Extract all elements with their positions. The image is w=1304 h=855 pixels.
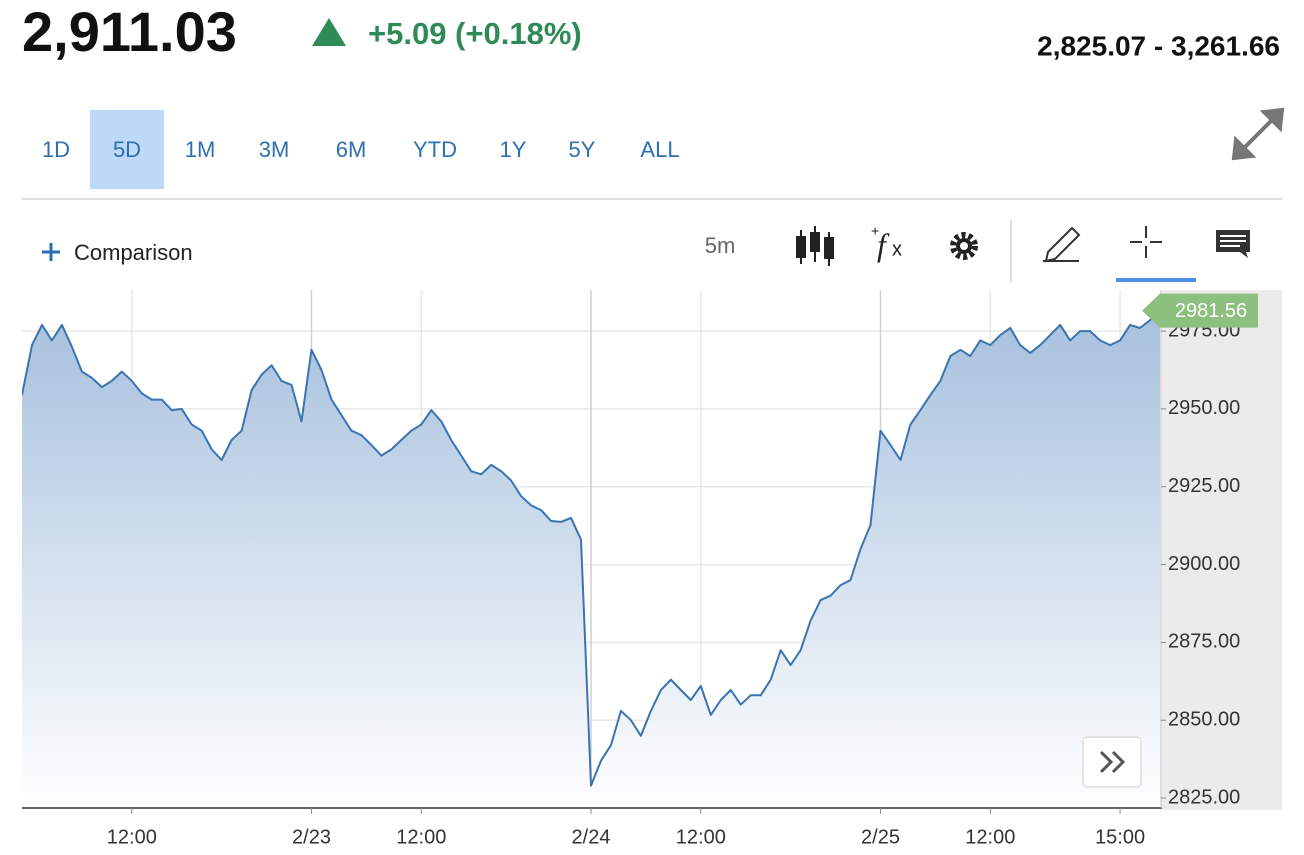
y-axis-panel xyxy=(1162,290,1282,810)
scroll-button[interactable] xyxy=(1082,736,1142,788)
plot xyxy=(22,309,1160,808)
tab[interactable]: 6M xyxy=(336,137,367,162)
active-tool-indicator xyxy=(1116,278,1196,282)
tab-label: ALL xyxy=(640,137,679,162)
last-price-label: 2981.56 xyxy=(1175,300,1247,322)
candlestick-icon[interactable] xyxy=(796,226,834,266)
y-tick-label: 2900.00 xyxy=(1168,553,1240,575)
tab-label: 1D xyxy=(42,137,70,162)
tab-selected-bg xyxy=(90,110,164,189)
y-tick-label: 2825.00 xyxy=(1168,786,1240,808)
tab-label: 6M xyxy=(336,137,367,162)
indicator-icon[interactable]: + f x xyxy=(871,223,902,263)
y-tick-label: 2850.00 xyxy=(1168,708,1240,730)
x-tick-label: 12:00 xyxy=(396,826,446,848)
tab[interactable]: 1Y xyxy=(500,137,527,162)
tab[interactable]: 1D xyxy=(42,137,70,162)
expand-icon[interactable] xyxy=(1231,107,1285,161)
x-tick-label: 12:00 xyxy=(676,826,726,848)
svg-text:x: x xyxy=(892,238,902,260)
settings-icon[interactable] xyxy=(950,232,978,260)
price: 2,911.03 xyxy=(22,0,237,63)
tab-label: 3M xyxy=(259,137,290,162)
tab[interactable]: 3M xyxy=(259,137,290,162)
x-tick-label: 15:00 xyxy=(1095,826,1145,848)
up-arrow xyxy=(312,18,346,46)
tab[interactable]: YTD xyxy=(413,137,457,162)
tab-label: 1M xyxy=(185,137,216,162)
tab-label: 1Y xyxy=(500,137,527,162)
x-tick-label: 2/24 xyxy=(572,826,611,848)
tab[interactable]: 5Y xyxy=(569,137,596,162)
comparison-button[interactable]: Comparison xyxy=(42,240,193,265)
tab-label: 5Y xyxy=(569,137,596,162)
draw-icon[interactable] xyxy=(1043,226,1081,263)
crosshair-icon[interactable] xyxy=(1130,226,1162,258)
axis-labels: 2825.00 2850.00 2875.00 2900.00 2925.00 2950.… xyxy=(107,293,1258,848)
day-range: 2,825.07 - 3,261.66 xyxy=(1037,30,1280,61)
x-tick-label: 2/23 xyxy=(292,826,331,848)
tabs: 1D 5D 1M 3M 6M YTD 1Y 5Y ALL xyxy=(42,110,680,189)
x-tick-label: 2/25 xyxy=(861,826,900,848)
x-tick-label: 12:00 xyxy=(965,826,1015,848)
y-tick-label: 2950.00 xyxy=(1168,397,1240,419)
comparison-label: Comparison xyxy=(74,240,193,265)
y-tick-label: 2875.00 xyxy=(1168,631,1240,653)
tab[interactable]: 5D xyxy=(90,110,164,189)
tab-label: 5D xyxy=(113,137,141,162)
price-line xyxy=(22,309,1160,787)
svg-text:f: f xyxy=(877,226,890,262)
x-tick-label: 12:00 xyxy=(107,826,157,848)
tab[interactable]: 1M xyxy=(185,137,216,162)
tab-label: YTD xyxy=(413,137,457,162)
change: +5.09 (+0.18%) xyxy=(368,16,582,51)
interval[interactable]: 5m xyxy=(705,233,736,258)
area-fill xyxy=(22,310,1160,808)
tab[interactable]: ALL xyxy=(640,137,679,162)
y-tick-label: 2925.00 xyxy=(1168,475,1240,497)
last-price-badge xyxy=(1142,293,1258,328)
svg-text:+: + xyxy=(871,223,879,239)
comment-icon[interactable] xyxy=(1216,230,1250,258)
